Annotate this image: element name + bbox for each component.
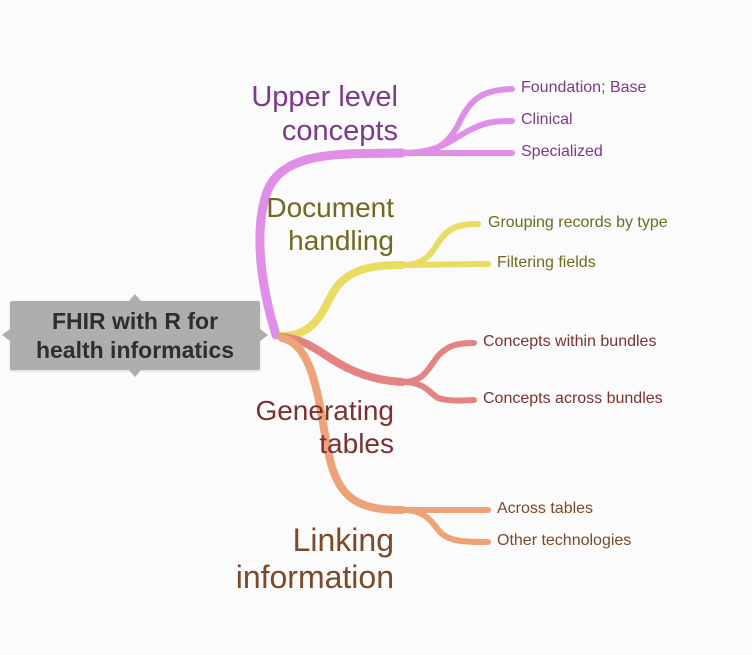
root-label: FHIR with R for health informatics [35,307,235,363]
connector-filtering [399,261,491,268]
leaf-across-tables[interactable]: Across tables [497,500,594,517]
root-node[interactable]: FHIR with R for health informatics [10,301,260,370]
leaf-other-technologies[interactable]: Other technologies [497,532,632,549]
root-expand-left-icon[interactable] [2,329,10,341]
root-expand-top-icon[interactable] [129,294,141,301]
leaf-concepts-across-bundles[interactable]: Concepts across bundles [483,390,663,407]
leaf-concepts-within-bundles[interactable]: Concepts within bundles [483,333,657,350]
leaf-clinical[interactable]: Clinical [521,111,573,128]
branch-linking-information[interactable]: Linking information [235,522,394,596]
connector-other-tech [399,507,491,545]
leaf-grouping-records[interactable]: Grouping records by type [488,214,668,231]
root-expand-right-icon[interactable] [260,329,268,341]
root-expand-bottom-icon[interactable] [129,370,141,377]
branch-document-handling[interactable]: Document handling [266,192,394,257]
connector-linking [278,334,406,514]
leaf-filtering-fields[interactable]: Filtering fields [497,254,596,271]
connector-upper-level [255,148,407,340]
connector-within [399,340,477,385]
branch-upper-level-concepts[interactable]: Upper level concepts [251,81,398,148]
connector-grouping [399,221,481,268]
connector-document [278,261,406,340]
connector-across-bundles [399,379,477,404]
leaf-specialized[interactable]: Specialized [521,143,603,160]
leaf-foundation-base[interactable]: Foundation; Base [521,79,647,96]
branch-generating-tables[interactable]: Generating tables [255,395,394,460]
